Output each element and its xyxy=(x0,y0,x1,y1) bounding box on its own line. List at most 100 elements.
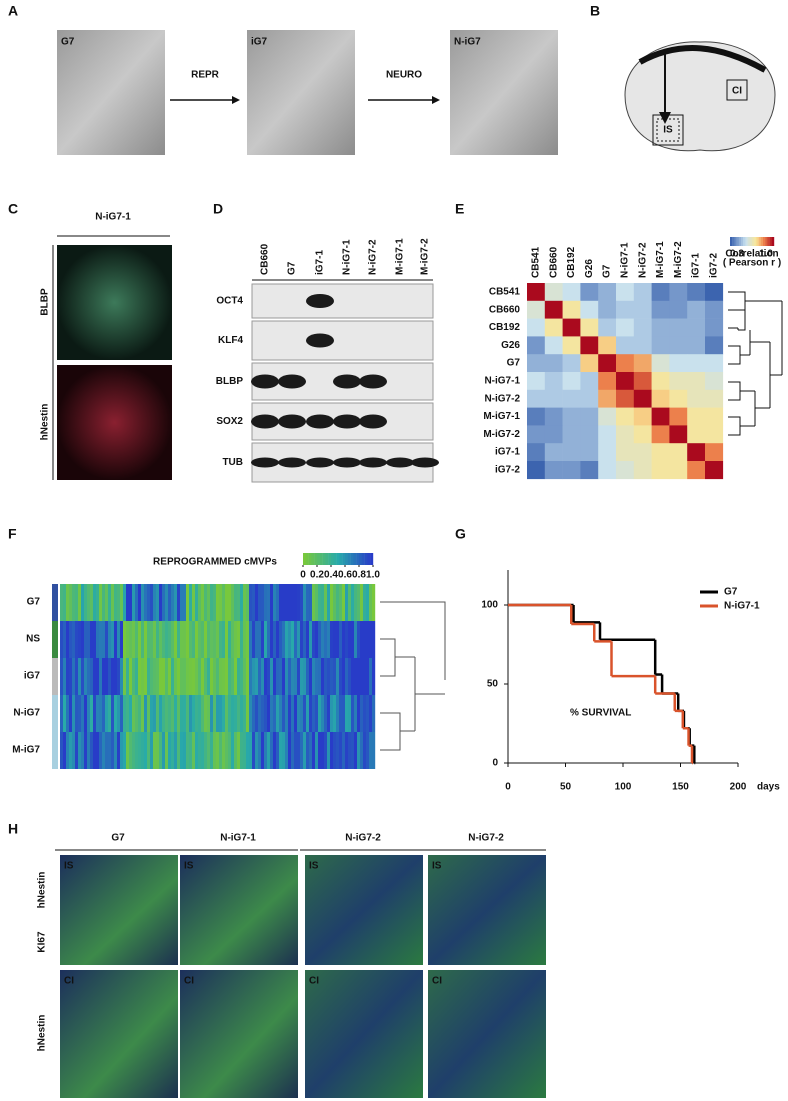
heatmap-stripe xyxy=(63,695,67,732)
column-label: G26 xyxy=(584,259,595,278)
heatmap-stripe xyxy=(336,732,340,769)
heatmap-cell xyxy=(633,389,652,408)
heatmap-stripe xyxy=(108,695,112,732)
heatmap-stripe xyxy=(105,732,109,769)
heatmap-stripe xyxy=(264,584,268,621)
colorbar-swatch xyxy=(730,237,733,246)
colorbar-swatch xyxy=(305,553,309,565)
heatmap-stripe xyxy=(357,695,361,732)
heatmap-stripe xyxy=(339,695,343,732)
heatmap-stripe xyxy=(309,621,313,658)
heatmap-stripe xyxy=(216,732,220,769)
heatmap-stripe xyxy=(279,584,283,621)
colorbar-swatch xyxy=(743,237,746,246)
heatmap-stripe xyxy=(180,658,184,695)
heatmap-stripe xyxy=(114,621,118,658)
heatmap-stripe xyxy=(345,658,349,695)
heatmap-stripe xyxy=(78,621,82,658)
heatmap-stripe xyxy=(231,584,235,621)
heatmap-stripe xyxy=(219,695,223,732)
heatmap-stripe xyxy=(75,658,79,695)
heatmap-stripe xyxy=(165,732,169,769)
colorbar-swatch xyxy=(765,237,768,246)
image-label: G7 xyxy=(61,37,75,48)
heatmap-cell xyxy=(527,283,546,302)
heatmap-stripe xyxy=(369,584,373,621)
heatmap-cell xyxy=(651,407,670,426)
heatmap-stripe xyxy=(204,584,208,621)
heatmap-stripe xyxy=(285,621,289,658)
panel-label: A xyxy=(8,3,18,19)
heatmap-stripe xyxy=(111,695,115,732)
heatmap-stripe xyxy=(351,584,355,621)
image-label: iG7 xyxy=(251,37,268,48)
heatmap-stripe xyxy=(255,584,259,621)
region-label: CI xyxy=(184,976,194,987)
heatmap-stripe xyxy=(306,584,310,621)
protein-label: TUB xyxy=(222,457,243,468)
colorbar-swatch xyxy=(734,237,737,246)
heatmap-cell xyxy=(687,425,706,444)
heatmap-stripe xyxy=(366,695,370,732)
heatmap-stripe xyxy=(318,695,322,732)
heatmap-stripe xyxy=(291,621,295,658)
heatmap-cell xyxy=(544,283,563,302)
heatmap-stripe xyxy=(195,695,199,732)
heatmap-stripe xyxy=(129,584,133,621)
colorbar-swatch xyxy=(769,237,772,246)
heatmap-stripe xyxy=(120,732,124,769)
heatmap-stripe xyxy=(135,621,139,658)
heatmap-cell xyxy=(669,300,688,319)
heatmap-cell xyxy=(651,443,670,462)
heatmap-cell xyxy=(633,300,652,319)
heatmap-stripe xyxy=(165,695,169,732)
lane-label: M-iG7-2 xyxy=(420,238,431,275)
heatmap-stripe xyxy=(252,732,256,769)
heatmap-cell xyxy=(616,354,635,373)
heatmap-stripe xyxy=(156,732,160,769)
micrograph xyxy=(60,855,178,965)
heatmap-cell xyxy=(527,407,546,426)
heatmap-stripe xyxy=(291,658,295,695)
heatmap-stripe xyxy=(297,695,301,732)
row-label: CB660 xyxy=(489,304,521,315)
heatmap-stripe xyxy=(177,658,181,695)
heatmap-stripe xyxy=(231,658,235,695)
heatmap-cell xyxy=(669,389,688,408)
heatmap-cell xyxy=(633,443,652,462)
colorbar-swatch xyxy=(319,553,323,565)
column-label: CB660 xyxy=(548,246,559,278)
heatmap-stripe xyxy=(282,584,286,621)
heatmap-stripe xyxy=(189,584,193,621)
heatmap-stripe xyxy=(105,658,109,695)
blot-band xyxy=(333,414,361,429)
heatmap-stripe xyxy=(273,695,277,732)
heatmap-stripe xyxy=(183,584,187,621)
heatmap-stripe xyxy=(63,732,67,769)
heatmap-stripe xyxy=(123,621,127,658)
heatmap-stripe xyxy=(141,621,145,658)
heatmap-stripe xyxy=(192,658,196,695)
column-label: N-iG7-1 xyxy=(620,242,631,278)
heatmap-stripe xyxy=(174,732,178,769)
heatmap-stripe xyxy=(111,658,115,695)
colorbar-swatch xyxy=(749,237,753,246)
heatmap-stripe xyxy=(285,584,289,621)
heatmap-cell xyxy=(598,300,617,319)
heatmap-cell xyxy=(562,425,581,444)
heatmap-stripe xyxy=(162,732,166,769)
heatmap-stripe xyxy=(159,584,163,621)
heatmap-stripe xyxy=(129,658,133,695)
heatmap-stripe xyxy=(213,695,217,732)
heatmap-stripe xyxy=(276,732,280,769)
heatmap-cell xyxy=(616,300,635,319)
heatmap-stripe xyxy=(150,584,154,621)
heatmap-cell xyxy=(687,354,706,373)
annotation: % SURVIVAL xyxy=(570,708,631,719)
heatmap-stripe xyxy=(234,658,238,695)
y-tick-label: 100 xyxy=(481,600,498,611)
heatmap-stripe xyxy=(144,695,148,732)
heatmap-cell xyxy=(669,425,688,444)
heatmap-stripe xyxy=(81,732,85,769)
colorbar-subtitle: ( Pearson r ) xyxy=(723,258,781,269)
